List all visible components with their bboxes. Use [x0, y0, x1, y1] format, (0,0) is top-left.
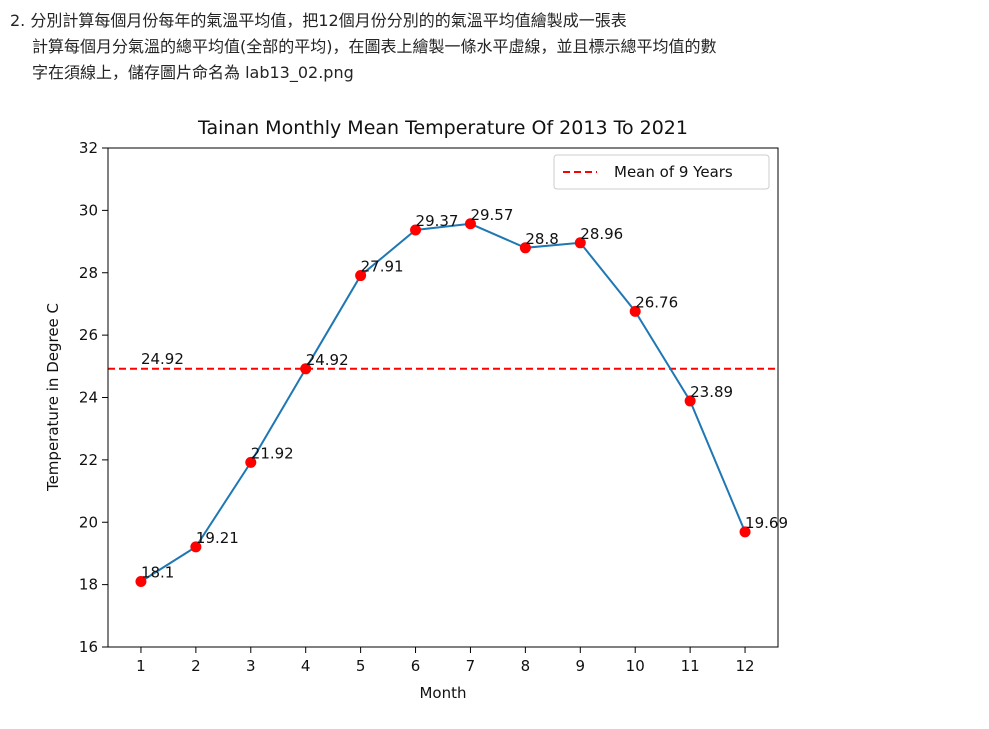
data-point — [245, 456, 257, 468]
data-label: 29.37 — [416, 212, 459, 230]
y-tick-label: 26 — [79, 326, 98, 344]
data-point — [519, 242, 531, 254]
y-tick-label: 24 — [79, 389, 98, 407]
legend-box — [553, 154, 770, 190]
data-label: 28.96 — [580, 225, 623, 243]
data-label: 21.92 — [251, 444, 294, 462]
data-point — [410, 224, 422, 236]
y-tick-label: 20 — [79, 513, 98, 531]
data-label: 23.89 — [690, 383, 733, 401]
plot-frame — [107, 147, 779, 648]
x-tick-label: 12 — [736, 657, 755, 675]
data-point — [135, 576, 147, 588]
y-tick-label: 18 — [79, 576, 98, 594]
data-point — [629, 305, 641, 317]
series-line — [140, 222, 746, 583]
x-tick-label: 9 — [576, 657, 586, 675]
x-tick-label: 11 — [681, 657, 700, 675]
instruction-line-1: 2. 分別計算每個月份每年的氣溫平均值，把12個月份分別的的氣溫平均值繪製成一張… — [10, 11, 627, 30]
legend: Mean of 9 Years — [553, 154, 770, 190]
y-tick-label: 22 — [79, 451, 98, 469]
instructions: 2. 分別計算每個月份每年的氣溫平均值，把12個月份分別的的氣溫平均值繪製成一張… — [10, 8, 980, 86]
y-axis-label: Temperature in Degree C — [44, 303, 62, 492]
x-axis-label: Month — [419, 684, 466, 702]
x-tick-label: 2 — [191, 657, 201, 675]
data-point — [464, 218, 476, 230]
y-tick-label: 28 — [79, 264, 98, 282]
data-label: 18.1 — [141, 564, 174, 582]
x-tick-label: 3 — [246, 657, 256, 675]
chart-title: Tainan Monthly Mean Temperature Of 2013 … — [197, 117, 688, 139]
data-label: 29.57 — [470, 206, 513, 224]
data-point — [300, 363, 312, 375]
instruction-line-2: 計算每個月分氣溫的總平均值(全部的平均)，在圖表上繪製一條水平虛線，並且標示總平… — [32, 37, 717, 56]
x-tick-label: 1 — [136, 657, 146, 675]
data-point — [574, 237, 586, 249]
data-point — [190, 541, 202, 553]
x-tick-label: 10 — [626, 657, 645, 675]
instruction-line-3: 字在須線上，儲存圖片命名為 lab13_02.png — [32, 63, 354, 82]
y-tick-label: 30 — [79, 201, 98, 219]
x-tick-label: 6 — [411, 657, 421, 675]
data-label: 28.8 — [525, 230, 558, 248]
x-tick-label: 7 — [466, 657, 476, 675]
data-label: 27.91 — [361, 258, 404, 276]
y-tick-label: 16 — [79, 638, 98, 656]
mean-value-label: 24.92 — [141, 350, 184, 368]
x-tick-label: 5 — [356, 657, 366, 675]
x-tick-label: 8 — [521, 657, 531, 675]
x-tick-label: 4 — [301, 657, 311, 675]
data-label: 24.92 — [306, 351, 349, 369]
data-point — [684, 395, 696, 407]
data-point — [355, 270, 367, 282]
data-label: 26.76 — [635, 293, 678, 311]
data-label: 19.69 — [745, 514, 788, 532]
data-point — [739, 526, 751, 538]
data-label: 19.21 — [196, 529, 239, 547]
legend-label-mean: Mean of 9 Years — [614, 163, 733, 181]
y-tick-label: 32 — [79, 139, 98, 157]
